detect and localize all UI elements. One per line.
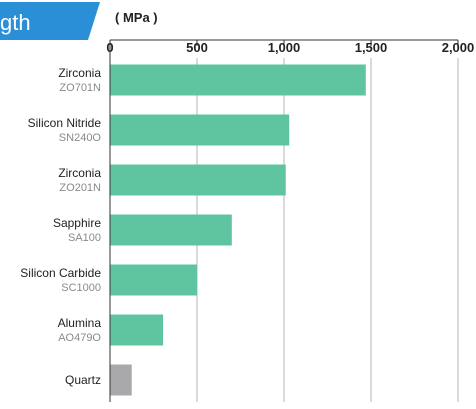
category-name: Silicon Carbide (20, 266, 101, 280)
category-labels: Zirconia ZO701N Silicon Nitride SN240O Zirco… (20, 66, 101, 387)
bar (110, 164, 286, 196)
banner-text: gth (0, 10, 31, 35)
bar (110, 214, 232, 246)
category-code: AO479O (58, 332, 101, 344)
bars (110, 64, 366, 396)
category-name: Alumina (58, 316, 102, 330)
tick-label: 2,000 (442, 40, 475, 55)
category-name: Zirconia (58, 166, 101, 180)
category-code: SN240O (59, 132, 102, 144)
grid (196, 58, 459, 402)
category-code: SA100 (68, 232, 101, 244)
category-name: Silicon Nitride (28, 116, 102, 130)
category-name: Zirconia (58, 66, 101, 80)
bar (110, 364, 132, 396)
category-code: ZO701N (59, 82, 101, 94)
tick-label: 1,500 (355, 40, 388, 55)
title-banner: gth (0, 2, 100, 40)
unit-label: ( MPa ) (115, 10, 158, 25)
bar (110, 314, 164, 346)
bar (110, 64, 366, 96)
category-name: Quartz (65, 373, 101, 387)
category-name: Sapphire (53, 216, 101, 230)
bar (110, 264, 197, 296)
tick-label: 1,000 (268, 40, 301, 55)
tick-label: 500 (186, 40, 208, 55)
bar (110, 114, 290, 146)
category-code: ZO201N (59, 182, 101, 194)
banner-shape (0, 2, 100, 40)
category-code: SC1000 (61, 282, 101, 294)
